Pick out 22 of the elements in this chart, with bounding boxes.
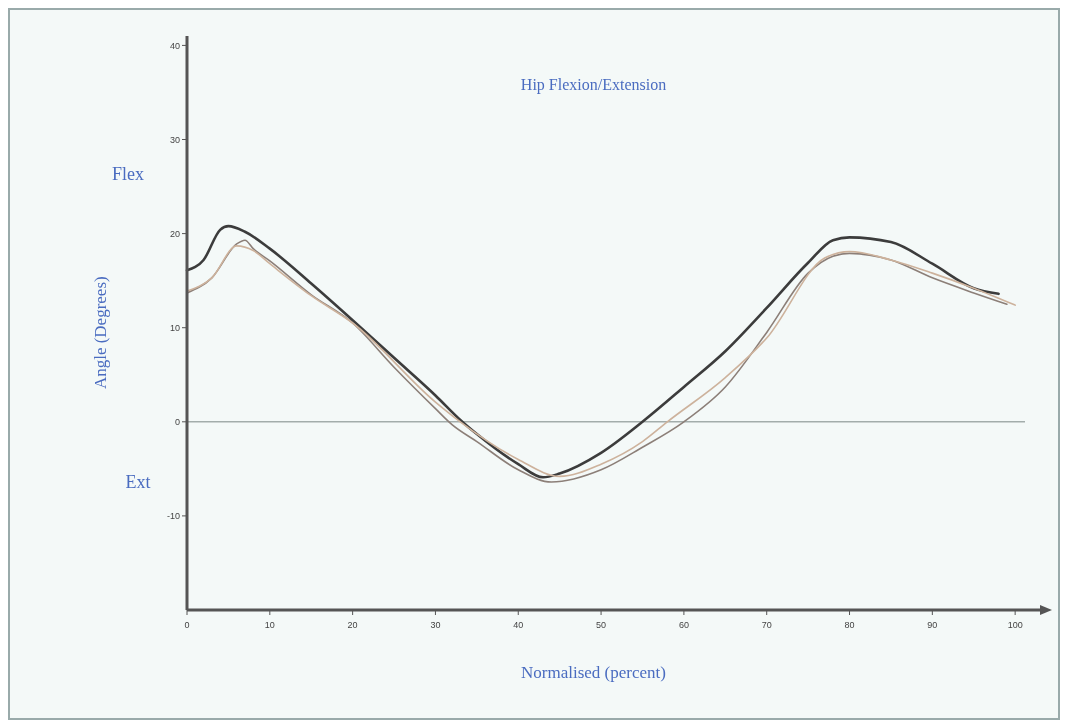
x-tick-label: 40 xyxy=(513,620,524,630)
x-tick-label: 100 xyxy=(1007,620,1023,630)
x-tick-label: 50 xyxy=(596,620,607,630)
x-tick-label: 20 xyxy=(347,620,358,630)
y-tick-label: 20 xyxy=(169,228,180,239)
x-tick-label: 0 xyxy=(184,620,190,630)
x-tick-label: 80 xyxy=(844,620,855,630)
y-tick-label: 40 xyxy=(169,40,180,51)
y-tick-label: 10 xyxy=(169,322,180,333)
y-tick-label: 0 xyxy=(174,416,180,427)
text: Flex xyxy=(111,163,145,184)
x-axis-title: Normalised (percent) xyxy=(521,663,666,682)
text: Hip Flexion/Extension xyxy=(520,76,667,94)
x-tick-label: 70 xyxy=(761,620,772,630)
x-tick-label: 10 xyxy=(264,620,275,630)
x-tick-label: 90 xyxy=(927,620,938,630)
y-tick-label: 30 xyxy=(169,134,180,145)
x-tick-label: 30 xyxy=(430,620,441,630)
text: Ext xyxy=(125,471,151,492)
y-axis-title: Angle (Degrees) xyxy=(91,276,110,390)
y-tick-label: -10 xyxy=(166,511,180,522)
x-tick-label: 60 xyxy=(678,620,689,630)
